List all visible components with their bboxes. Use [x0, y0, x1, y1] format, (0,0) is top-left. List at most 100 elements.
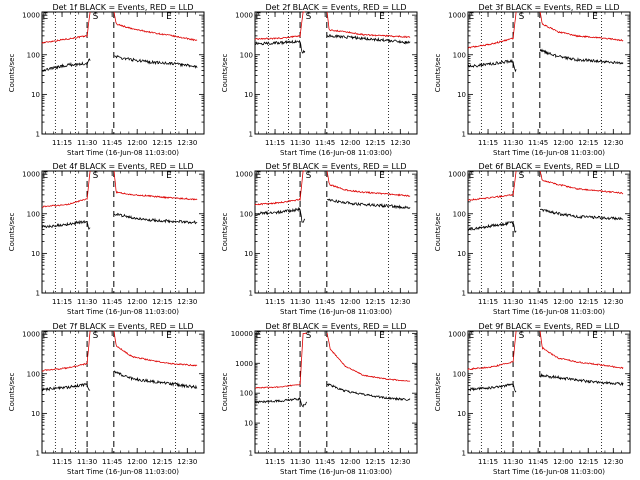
x-axis-label: Start Time (16-Jun-08 11:03:00) [67, 149, 179, 157]
x-tick-label: 11:15 [265, 458, 285, 466]
y-axis-label: Counts/sec [434, 54, 442, 93]
y-tick-label: 1 [36, 450, 40, 458]
series-line-black [467, 208, 624, 233]
x-axis-label: Start Time (16-Jun-08 11:03:00) [493, 308, 605, 316]
series-line-red [467, 330, 624, 371]
plot-frame [41, 170, 205, 294]
y-axis-label: Counts/sec [8, 213, 16, 252]
plot-frame [41, 330, 205, 454]
x-tick-label: 12:15 [365, 458, 385, 466]
x-tick-label: 12:00 [127, 458, 147, 466]
event-marker-label: E [166, 12, 172, 22]
y-tick-label: 100 [27, 210, 40, 218]
chart-title: Det 1f BLACK = Events, RED = LLD [52, 3, 193, 12]
x-tick-label: 11:45 [528, 298, 548, 306]
x-tick-label: 11:45 [315, 139, 335, 147]
event-marker-label: E [379, 171, 385, 181]
event-marker-label: E [166, 331, 172, 341]
event-marker-label: S [93, 171, 99, 181]
y-axis-label: Counts/sec [221, 213, 229, 252]
plot-frame [254, 11, 418, 135]
chart-title: Det 8f BLACK = Events, RED = LLD [265, 322, 406, 331]
y-tick-label: 1 [462, 131, 466, 139]
y-tick-label: 1000 [22, 331, 40, 339]
y-tick-label: 10 [31, 91, 40, 99]
x-tick-label: 12:30 [177, 458, 197, 466]
x-tick-label: 12:30 [390, 458, 410, 466]
x-tick-label: 11:15 [52, 458, 72, 466]
chart-panel-4: Det 4f BLACK = Events, RED = LLD 1 10 100 10… [8, 162, 205, 316]
y-axis-label: Counts/sec [221, 54, 229, 93]
x-tick-label: 11:45 [315, 458, 335, 466]
x-axis-label: Start Time (16-Jun-08 11:03:00) [280, 149, 392, 157]
x-tick-label: 11:45 [102, 458, 122, 466]
chart-title: Det 2f BLACK = Events, RED = LLD [265, 3, 406, 12]
y-tick-label: 1 [36, 290, 40, 298]
plot-frame [254, 170, 418, 294]
y-tick-label: 1 [249, 131, 253, 139]
y-tick-label: 1 [249, 290, 253, 298]
y-axis-label: Counts/sec [434, 373, 442, 412]
event-marker-label: E [42, 12, 48, 22]
event-marker-label: E [468, 12, 474, 22]
y-tick-label: 1 [462, 290, 466, 298]
x-tick-label: 12:15 [152, 458, 172, 466]
series-line-black [467, 372, 624, 393]
event-marker-label: E [255, 12, 261, 22]
series-line-red [41, 170, 198, 208]
x-tick-label: 12:15 [578, 298, 598, 306]
plot-frame [467, 170, 631, 294]
x-tick-label: 12:00 [127, 298, 147, 306]
chart-panel-5: Det 5f BLACK = Events, RED = LLD 1 10 100 10… [221, 162, 418, 316]
x-tick-label: 11:30 [77, 139, 97, 147]
x-tick-label: 12:00 [553, 139, 573, 147]
y-tick-label: 100 [240, 51, 253, 59]
event-marker-label: E [255, 171, 261, 181]
event-marker-label: E [42, 331, 48, 341]
x-tick-label: 12:15 [365, 139, 385, 147]
y-tick-label: 100 [27, 370, 40, 378]
y-tick-label: 10 [457, 250, 466, 258]
y-tick-label: 1000 [448, 331, 466, 339]
x-tick-label: 12:00 [553, 298, 573, 306]
x-tick-label: 11:45 [315, 298, 335, 306]
event-marker-label: S [93, 12, 99, 22]
x-tick-label: 11:45 [528, 458, 548, 466]
event-marker-label: S [519, 12, 525, 22]
x-axis-label: Start Time (16-Jun-08 11:03:00) [67, 468, 179, 476]
x-tick-label: 12:15 [578, 458, 598, 466]
series-line-red [41, 330, 198, 372]
event-marker-label: E [42, 171, 48, 181]
x-tick-label: 12:00 [340, 298, 360, 306]
y-axis-label: Counts/sec [8, 373, 16, 412]
x-tick-label: 11:30 [290, 298, 310, 306]
x-tick-label: 12:00 [553, 458, 573, 466]
y-tick-label: 100 [240, 210, 253, 218]
y-axis-label: Counts/sec [221, 373, 229, 412]
y-tick-label: 100 [453, 210, 466, 218]
x-tick-label: 11:15 [478, 139, 498, 147]
x-tick-label: 11:30 [503, 298, 523, 306]
y-tick-label: 100 [453, 370, 466, 378]
y-tick-label: 1000 [235, 12, 253, 20]
chart-title: Det 6f BLACK = Events, RED = LLD [478, 162, 619, 171]
y-tick-label: 1000 [22, 12, 40, 20]
x-tick-label: 12:30 [603, 298, 623, 306]
x-tick-label: 11:15 [52, 139, 72, 147]
y-tick-label: 1 [36, 131, 40, 139]
x-tick-label: 11:45 [102, 298, 122, 306]
x-tick-label: 12:30 [177, 139, 197, 147]
x-tick-label: 11:45 [102, 139, 122, 147]
y-tick-label: 10 [244, 250, 253, 258]
x-tick-label: 12:30 [603, 458, 623, 466]
event-marker-label: E [379, 12, 385, 22]
event-marker-label: E [592, 331, 598, 341]
event-marker-label: S [306, 12, 312, 22]
x-tick-label: 11:15 [265, 298, 285, 306]
y-tick-label: 1000 [235, 360, 253, 368]
y-tick-label: 1000 [22, 171, 40, 179]
y-tick-label: 10 [31, 250, 40, 258]
y-tick-label: 1000 [448, 12, 466, 20]
x-tick-label: 12:15 [152, 298, 172, 306]
